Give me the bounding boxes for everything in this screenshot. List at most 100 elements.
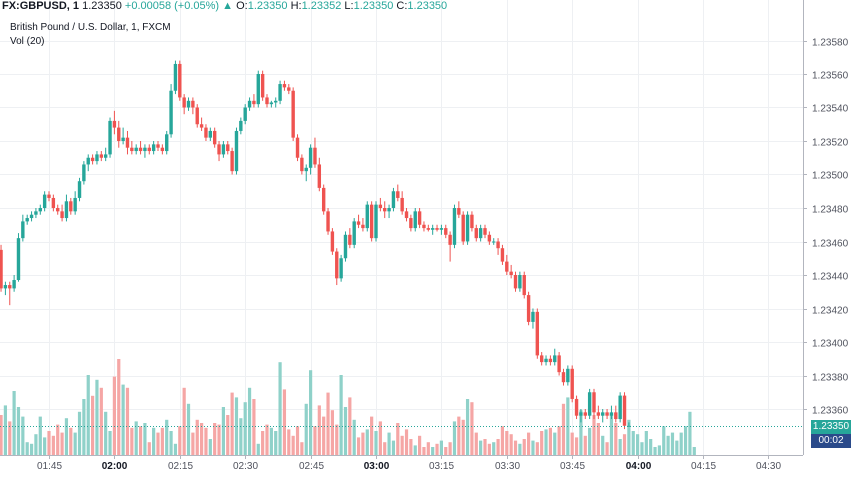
candle-body <box>435 228 439 230</box>
candle-body <box>526 295 531 322</box>
volume-bar <box>457 416 461 455</box>
candle-body <box>587 392 592 416</box>
candle-body <box>278 84 282 101</box>
candle-body <box>356 221 361 225</box>
volume-bar <box>361 432 365 455</box>
volume-bar <box>82 399 86 455</box>
candle-body <box>505 261 509 272</box>
volume-bar <box>644 431 648 455</box>
volume-bar <box>330 410 334 455</box>
volume-bar <box>548 427 552 455</box>
x-tick-label: 04:15 <box>691 461 716 472</box>
volume-bar <box>247 387 252 455</box>
candle-body <box>208 130 213 138</box>
volume-bar <box>653 447 657 455</box>
volume-bar <box>256 443 260 455</box>
candle-body <box>0 249 3 289</box>
candle-body <box>396 191 400 198</box>
y-tick-label: 1.23360 <box>812 406 849 417</box>
candle-body <box>204 127 208 138</box>
volume-bar <box>383 442 387 455</box>
volume-bar <box>422 447 426 455</box>
candle-body <box>409 218 413 229</box>
candle-body <box>38 208 42 212</box>
candle-body <box>374 204 378 239</box>
candle-body <box>308 147 313 168</box>
candle-body <box>34 211 38 215</box>
candle-body <box>566 368 570 383</box>
candle-body <box>51 197 56 208</box>
y-tick-label: 1.23460 <box>812 239 849 250</box>
candle-body <box>544 358 548 363</box>
volume-bar <box>278 362 282 455</box>
candle-body <box>478 228 483 239</box>
volume-bar <box>221 407 225 455</box>
volume-bar <box>335 424 339 455</box>
volume-bar <box>73 432 77 455</box>
candle-body <box>522 275 526 296</box>
candle-body <box>73 197 77 212</box>
volume-bar <box>95 379 99 455</box>
candle-body <box>69 201 73 212</box>
volume-bar <box>557 426 561 455</box>
candle-body <box>400 197 404 212</box>
volume-bar <box>413 445 417 455</box>
candle-body <box>117 127 121 141</box>
volume-bar <box>117 359 121 455</box>
volume-bar <box>195 419 199 455</box>
open-value: 1.23350 <box>247 0 288 12</box>
candle-body <box>147 147 151 152</box>
volume-bar <box>99 387 103 455</box>
chart-title: British Pound / U.S. Dollar, 1, FXCM <box>10 22 171 33</box>
volume-bar <box>688 411 692 455</box>
volume-bar <box>182 387 186 455</box>
candle-body <box>287 87 291 91</box>
volume-bar <box>492 442 496 455</box>
volume-bar <box>378 421 382 455</box>
volume-bar <box>487 443 491 455</box>
volume-bar <box>234 397 239 455</box>
y-tick-label: 1.23540 <box>812 104 849 115</box>
candle-body <box>592 392 596 413</box>
candle-body <box>165 134 169 152</box>
volume-bar <box>435 443 439 455</box>
volume-bar <box>574 437 579 455</box>
y-tick-label: 1.23580 <box>812 38 849 49</box>
volume-bar <box>583 435 587 455</box>
candle-body <box>365 204 369 229</box>
x-tick-label: 03:15 <box>429 461 454 472</box>
candle-body <box>457 208 461 215</box>
candle-body <box>570 368 574 399</box>
volume-bar <box>226 415 230 455</box>
candle-body <box>25 218 29 222</box>
candle-body <box>252 100 256 105</box>
volume-bar <box>596 423 600 455</box>
volume-bar <box>34 434 38 455</box>
y-tick-label: 1.23560 <box>812 71 849 82</box>
symbol-name[interactable]: FX:GBPUSD, 1 <box>2 0 80 12</box>
candle-body <box>492 241 496 243</box>
volume-bar <box>191 432 195 455</box>
candle-body <box>557 355 561 373</box>
volume-bar <box>540 431 544 455</box>
candle-body <box>352 221 356 245</box>
volume-bar <box>143 423 147 455</box>
candle-body <box>221 144 226 155</box>
candle-body <box>130 147 134 152</box>
candle-body <box>518 275 522 289</box>
y-tick-label: 1.23440 <box>812 272 849 283</box>
candle-body <box>265 97 269 105</box>
volume-bar <box>352 419 356 455</box>
candle-body <box>77 181 82 198</box>
volume-bar <box>509 434 513 455</box>
x-tick-label: 02:15 <box>168 461 193 472</box>
candle-body <box>627 425 631 427</box>
volume-indicator-label[interactable]: Vol (20) <box>10 36 45 47</box>
volume-bar <box>535 442 539 455</box>
volume-bar <box>448 442 452 455</box>
x-tick-label: 03:00 <box>364 461 390 472</box>
volume-bar <box>675 440 679 455</box>
candle-body <box>8 285 12 289</box>
volume-bar <box>479 440 483 455</box>
